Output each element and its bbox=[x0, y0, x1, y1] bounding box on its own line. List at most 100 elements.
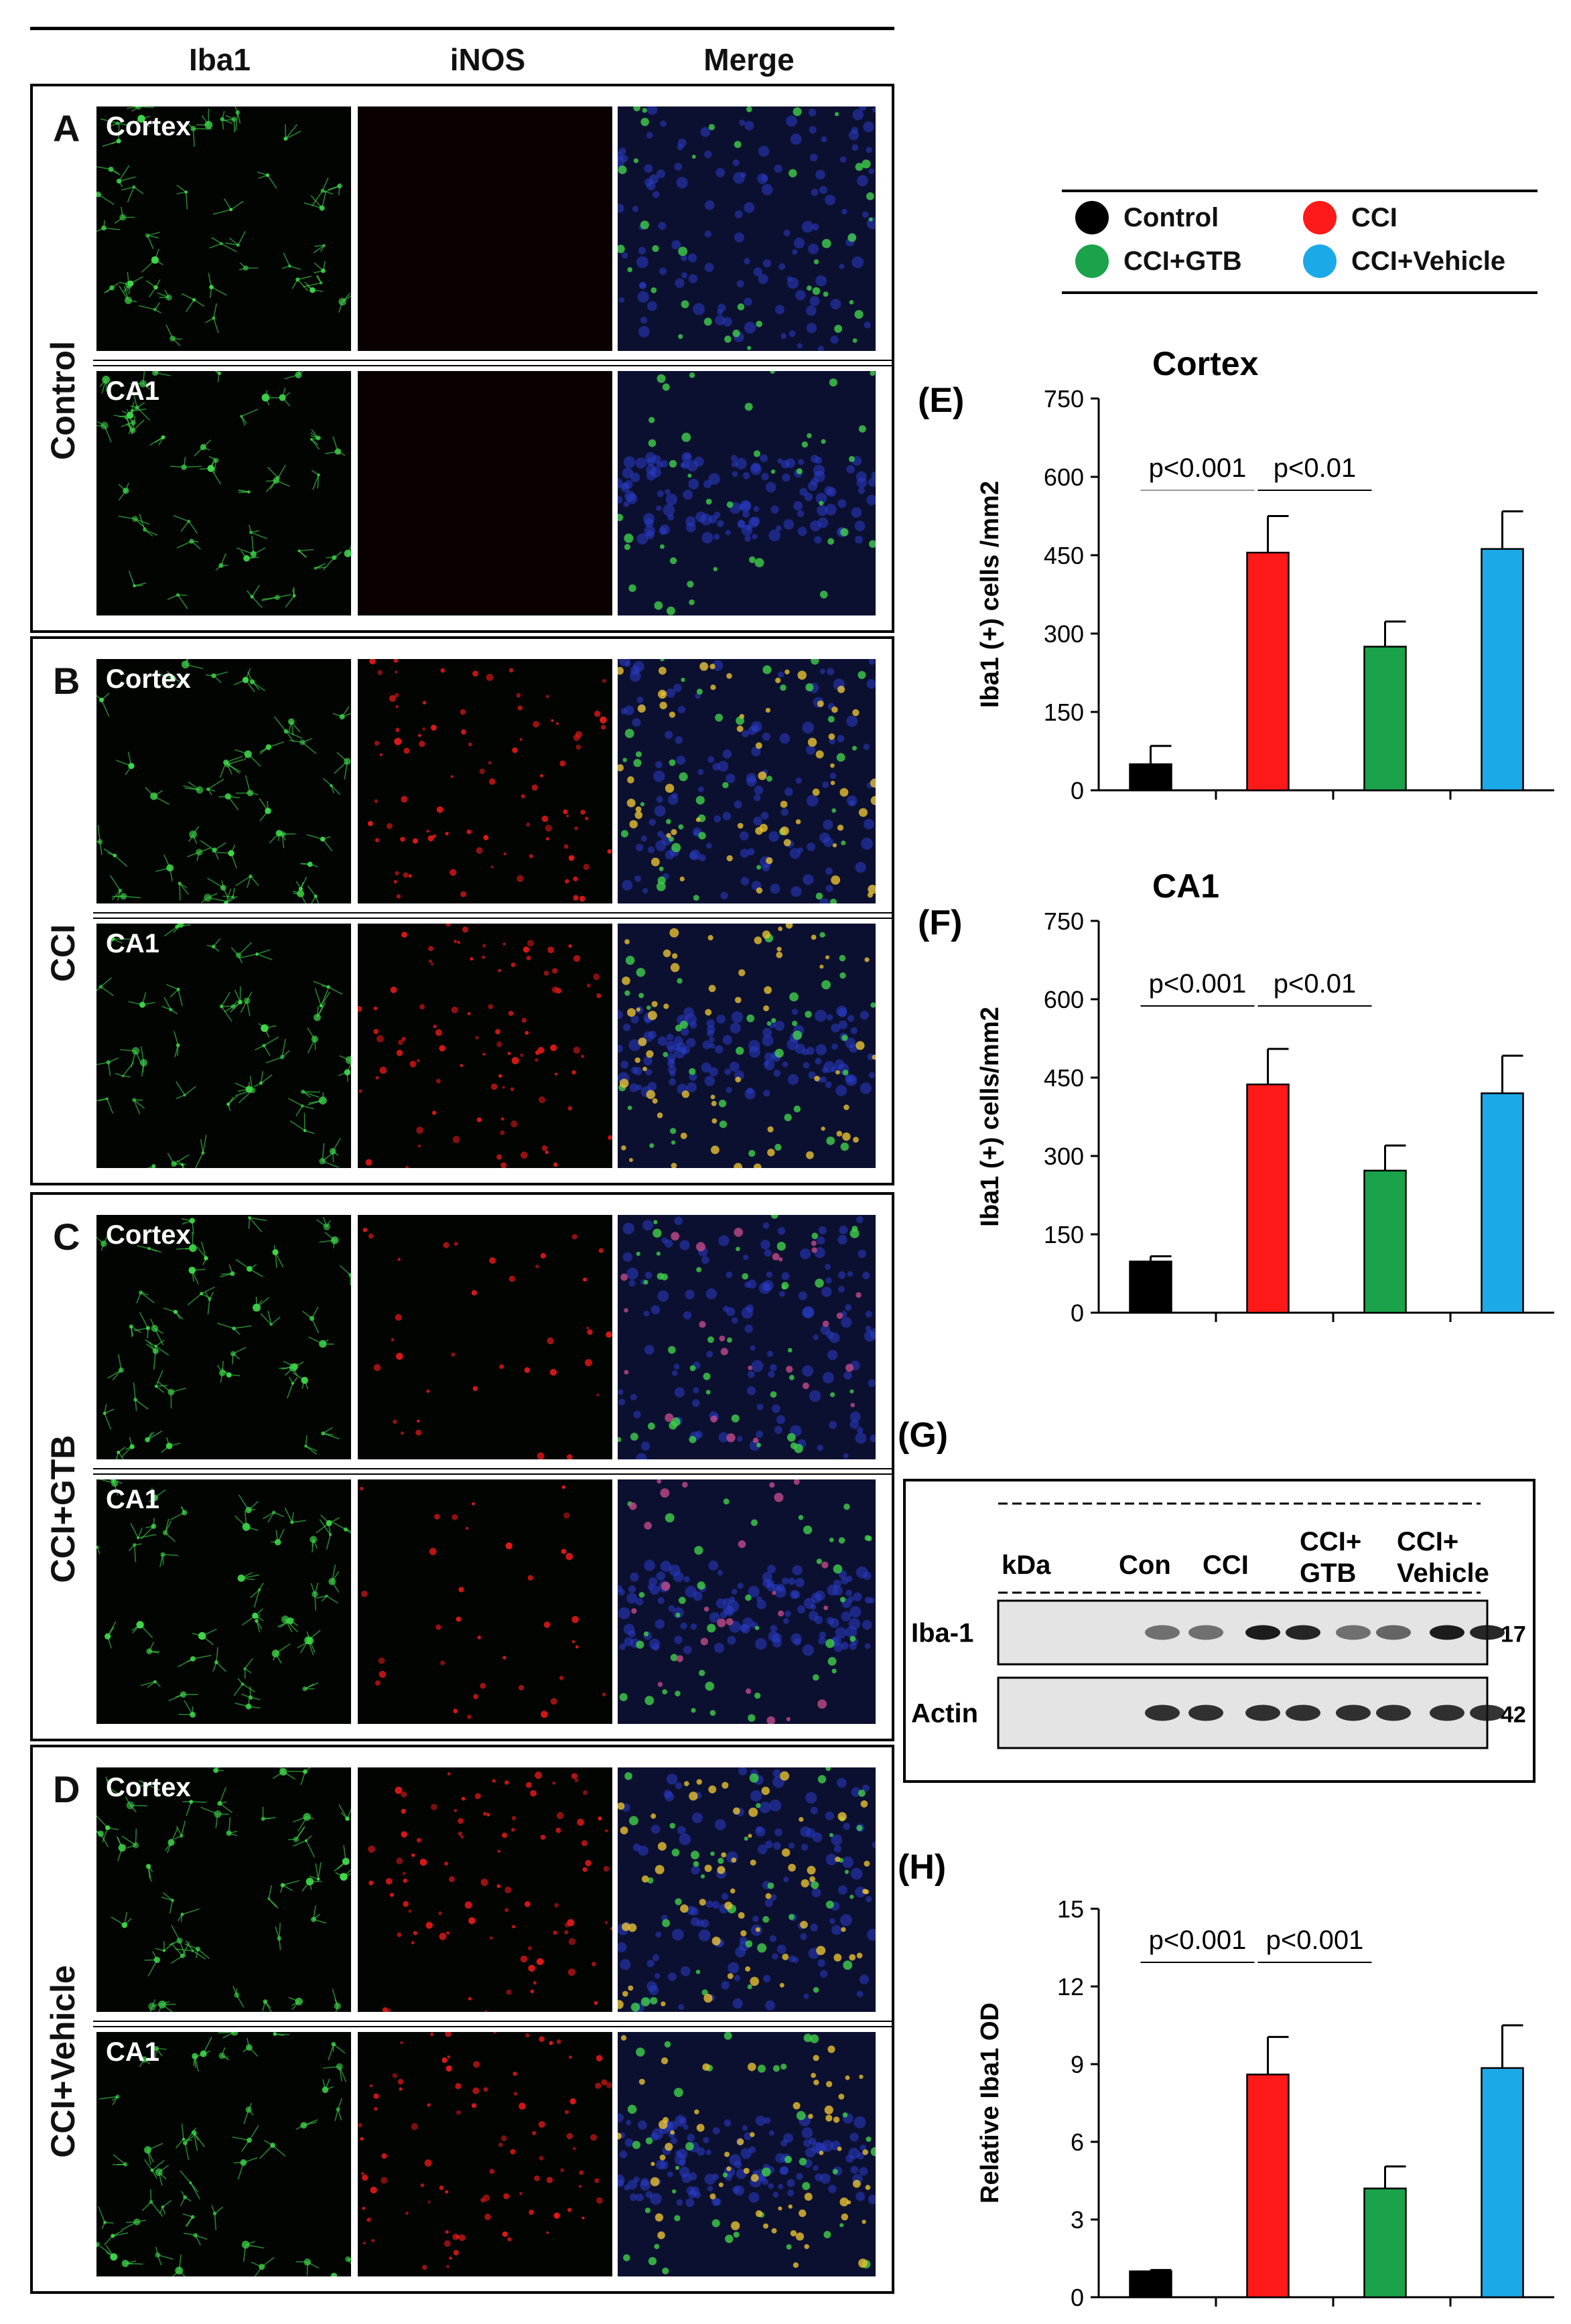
merge-colocalized-cell bbox=[806, 1151, 814, 1159]
red-cell bbox=[433, 1025, 437, 1029]
merge-colocalized-cell bbox=[807, 1865, 816, 1875]
red-cell bbox=[378, 1657, 385, 1664]
merge-colocalized-cell bbox=[721, 1852, 727, 1858]
dapi-nucleus bbox=[705, 2149, 711, 2155]
process bbox=[117, 1847, 123, 1861]
process bbox=[96, 1098, 107, 1102]
dapi-nucleus bbox=[729, 1062, 740, 1072]
merge-green-cell bbox=[856, 1825, 863, 1831]
red-cell bbox=[575, 744, 582, 750]
merge-colocalized-cell bbox=[629, 1502, 637, 1510]
merge-green-cell bbox=[654, 601, 663, 610]
merge-green-cell bbox=[762, 1915, 770, 1923]
process bbox=[100, 1833, 109, 1848]
process bbox=[126, 283, 131, 292]
merge-colocalized-cell bbox=[730, 1888, 736, 1894]
dapi-nucleus bbox=[665, 489, 671, 495]
merge-green-cell bbox=[705, 498, 712, 505]
dapi-nucleus bbox=[750, 721, 762, 733]
region-label: CA1 bbox=[106, 1485, 160, 1514]
process bbox=[119, 176, 136, 182]
process bbox=[208, 778, 224, 790]
dapi-nucleus bbox=[770, 1894, 777, 1901]
dapi-nucleus bbox=[668, 1605, 675, 1612]
merge-colocalized-cell bbox=[845, 2075, 850, 2080]
red-cell bbox=[545, 695, 549, 699]
dapi-nucleus bbox=[841, 1856, 854, 1868]
significance-label: p<0.001 bbox=[1149, 969, 1247, 999]
process bbox=[112, 938, 123, 944]
dapi-nucleus bbox=[777, 458, 783, 464]
dapi-nucleus bbox=[770, 505, 779, 514]
process bbox=[202, 2037, 212, 2054]
process bbox=[173, 678, 180, 682]
dapi-nucleus bbox=[811, 455, 819, 463]
dapi-nucleus bbox=[787, 2189, 795, 2197]
merge-image-cortex bbox=[618, 659, 876, 903]
dapi-nucleus bbox=[737, 1583, 744, 1589]
process bbox=[144, 529, 158, 536]
dapi-nucleus bbox=[774, 1425, 782, 1435]
merge-colocalized-cell bbox=[631, 1608, 637, 1614]
dapi-nucleus bbox=[744, 535, 751, 542]
merge-colocalized-cell bbox=[842, 1132, 851, 1141]
image-background bbox=[358, 1479, 612, 1724]
red-cell bbox=[586, 1326, 590, 1329]
process bbox=[205, 317, 214, 323]
dapi-nucleus bbox=[855, 1886, 866, 1898]
merge-colocalized-cell bbox=[762, 930, 771, 939]
process bbox=[104, 1404, 107, 1414]
merge-green-cell bbox=[813, 1674, 819, 1681]
process bbox=[200, 1806, 218, 1815]
merge-green-cell bbox=[665, 1513, 675, 1523]
dapi-nucleus bbox=[686, 1905, 696, 1915]
process bbox=[299, 549, 314, 552]
red-cell bbox=[389, 1893, 395, 1897]
process bbox=[123, 284, 130, 293]
red-cell bbox=[483, 834, 489, 841]
merge-image-cortex bbox=[618, 1767, 876, 2012]
dapi-nucleus bbox=[628, 1039, 641, 1051]
process bbox=[256, 1297, 269, 1309]
process bbox=[111, 140, 119, 145]
merge-colocalized-cell bbox=[696, 2124, 705, 2132]
dapi-nucleus bbox=[800, 1826, 811, 1837]
merge-colocalized-cell bbox=[825, 955, 830, 960]
dapi-nucleus bbox=[847, 1015, 855, 1022]
merge-colocalized-cell bbox=[870, 796, 876, 805]
process bbox=[121, 1446, 133, 1458]
merge-green-cell bbox=[715, 713, 724, 722]
dapi-nucleus bbox=[711, 2197, 720, 2206]
dapi-nucleus bbox=[821, 2140, 833, 2152]
y-tick-label: 300 bbox=[1044, 620, 1084, 648]
dapi-nucleus bbox=[744, 1281, 751, 1288]
process bbox=[241, 1693, 251, 1698]
process bbox=[322, 839, 333, 852]
merge-green-cell bbox=[789, 1913, 795, 1920]
process bbox=[164, 1520, 172, 1533]
red-cell bbox=[545, 837, 549, 841]
dapi-nucleus bbox=[635, 457, 647, 469]
dapi-nucleus bbox=[657, 1290, 669, 1302]
red-cell bbox=[533, 1981, 537, 1985]
dapi-nucleus bbox=[784, 1610, 791, 1617]
process bbox=[111, 1916, 125, 1926]
merge-colocalized-cell bbox=[628, 1985, 634, 1991]
y-tick-label: 150 bbox=[1044, 699, 1084, 726]
dapi-nucleus bbox=[753, 816, 762, 826]
merge-colocalized-cell bbox=[745, 1688, 752, 1694]
dapi-nucleus bbox=[740, 171, 747, 178]
process bbox=[238, 491, 249, 494]
merge-colocalized-cell bbox=[624, 1308, 628, 1313]
process bbox=[125, 1796, 131, 1806]
dapi-nucleus bbox=[731, 461, 738, 467]
red-cell bbox=[507, 2237, 512, 2242]
dapi-nucleus bbox=[748, 1370, 755, 1378]
y-tick-label: 0 bbox=[1071, 2284, 1084, 2311]
dapi-nucleus bbox=[731, 1011, 744, 1023]
dapi-nucleus bbox=[748, 2192, 760, 2203]
process bbox=[342, 713, 351, 717]
dapi-nucleus bbox=[767, 1565, 776, 1574]
red-cell bbox=[545, 1150, 549, 1155]
red-cell bbox=[409, 1060, 417, 1068]
